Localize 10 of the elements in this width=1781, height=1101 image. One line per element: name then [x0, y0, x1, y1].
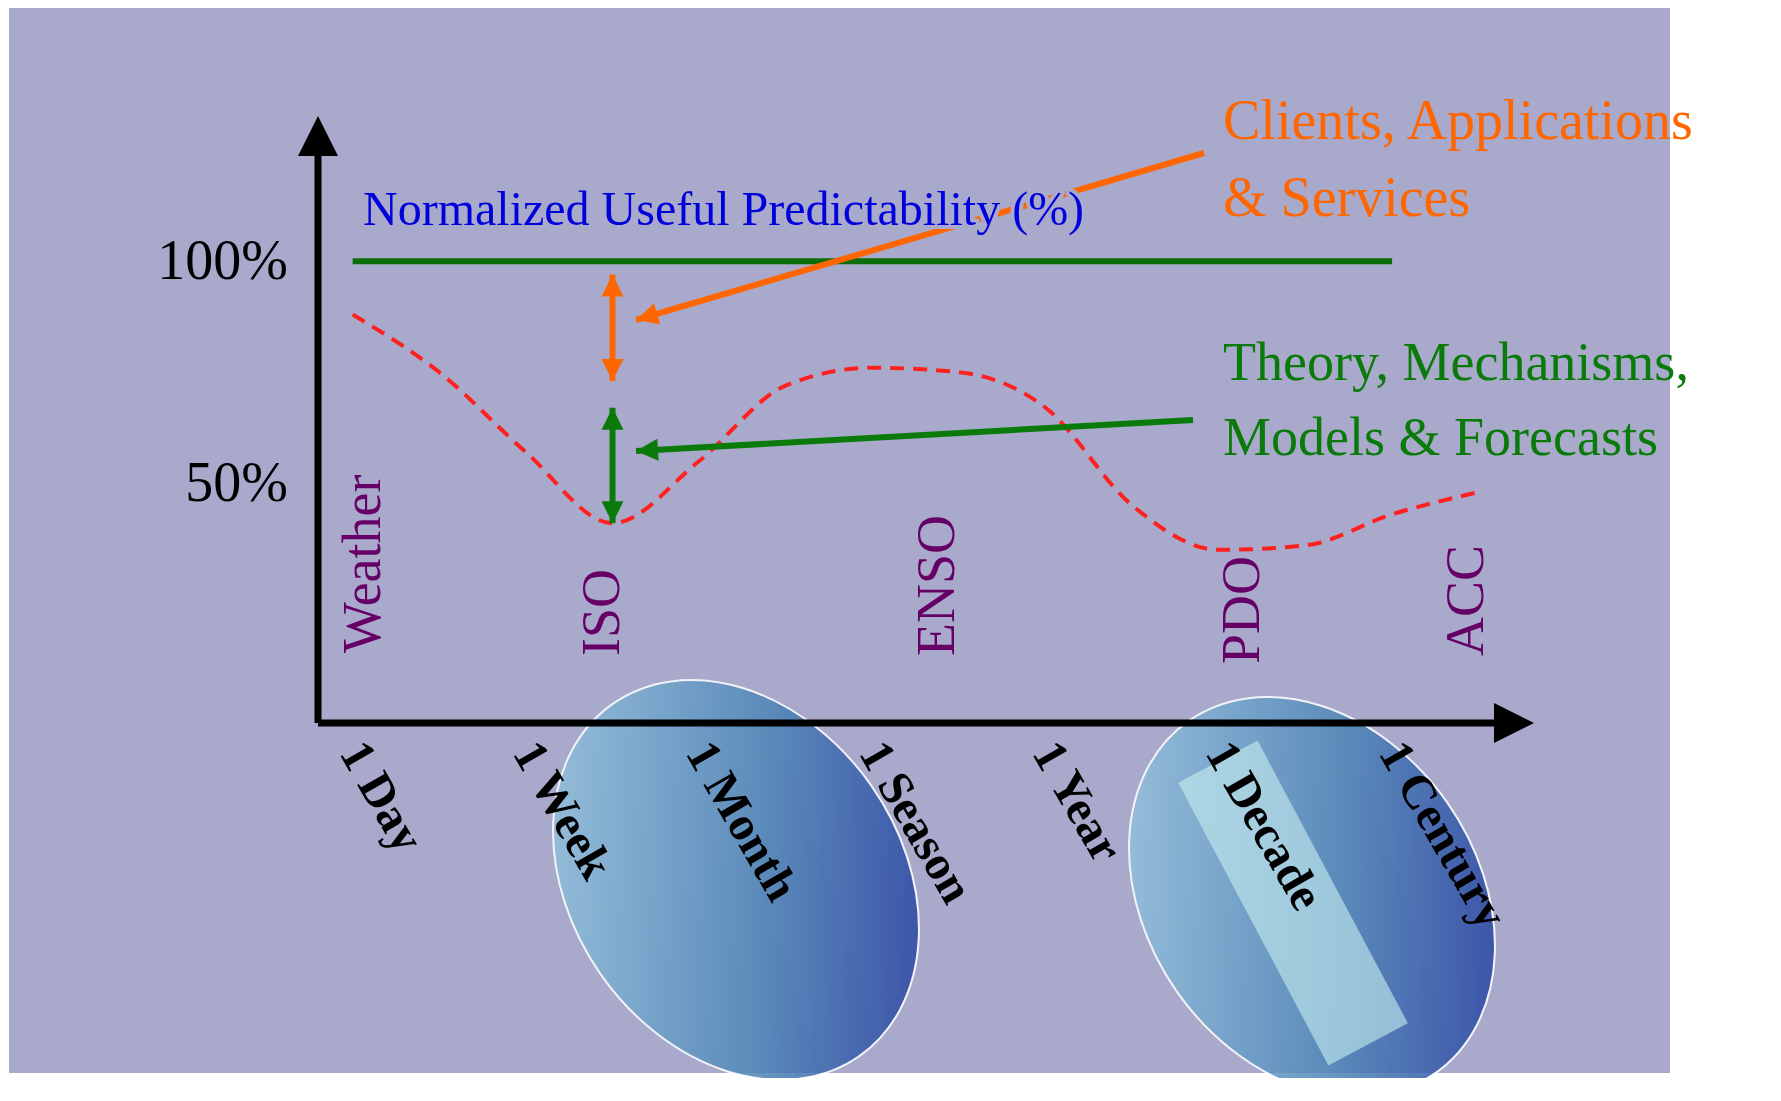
x-tick-label: 1 Day: [329, 731, 436, 861]
annotation: Clients, Applications & Services: [1223, 89, 1693, 228]
annotation: Theory, Mechanisms, Models & Forecasts: [1223, 332, 1689, 467]
y-tick-label: 50%: [185, 451, 288, 514]
annotation: ENSO: [906, 514, 966, 656]
annotation: ISO: [571, 568, 631, 656]
y-tick-label: 100%: [157, 229, 288, 292]
annotation: PDO: [1211, 555, 1271, 664]
annotation: ACC: [1435, 544, 1495, 656]
annotation: Weather: [332, 474, 392, 653]
